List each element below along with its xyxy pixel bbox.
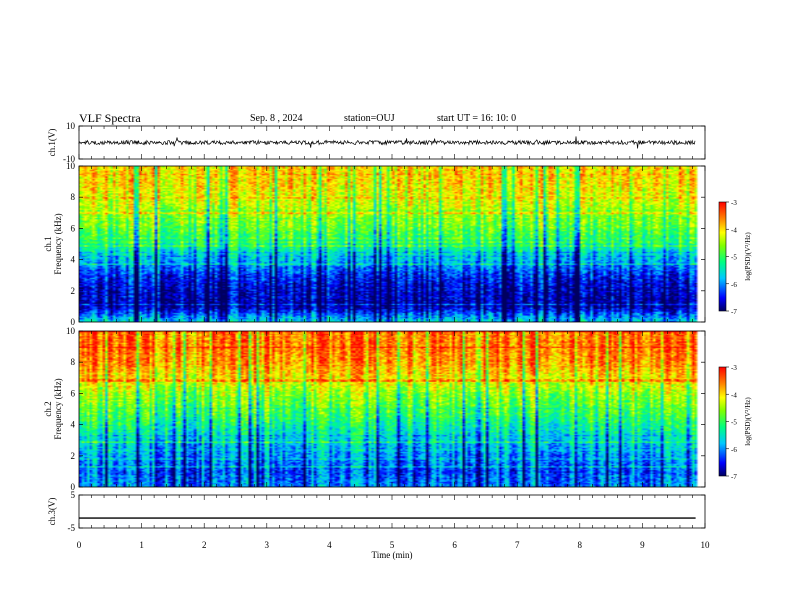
colorbar-tick-label: -5	[731, 419, 737, 427]
y-tick-label: 0	[71, 317, 76, 327]
x-tick-label: 10	[701, 540, 711, 550]
ch1-spectrogram-colorbar-label: log(PSD)(V²/Hz)	[744, 232, 752, 281]
x-tick-label: 0	[77, 540, 82, 550]
x-tick-label: 6	[452, 540, 457, 550]
station-label: station=OUJ	[344, 113, 395, 124]
colorbar-tick-label: -6	[731, 446, 737, 454]
ch1-waveform-ylabel: ch.1(V)	[47, 129, 57, 157]
y-tick-label: 8	[71, 357, 76, 367]
x-tick-label: 4	[327, 540, 332, 550]
colorbar-tick-label: -4	[731, 226, 737, 234]
ch2-spectrogram-image	[79, 331, 705, 487]
y-tick-label: 4	[71, 255, 76, 265]
ch2-spectrogram-colorbar	[718, 366, 727, 477]
colorbar-tick-label: -3	[731, 364, 737, 372]
x-axis-label: Time (min)	[372, 550, 413, 560]
ch2-spectrogram-channel-label: ch.2	[43, 401, 53, 416]
y-tick-label: 6	[71, 223, 76, 233]
y-tick-label: 8	[71, 192, 76, 202]
colorbar-tick-label: -3	[731, 199, 737, 207]
chart-title: VLF Spectra	[79, 111, 141, 125]
colorbar-tick-label: -7	[731, 308, 737, 316]
ch2-spectrogram-ylabel: Frequency (kHz)	[53, 378, 63, 439]
x-tick-label: 5	[390, 540, 395, 550]
y-tick-label: 5	[71, 490, 76, 500]
colorbar-tick-label: -7	[731, 473, 737, 481]
ch1-spectrogram-image	[79, 166, 705, 322]
colorbar-tick-label: -5	[731, 254, 737, 262]
y-tick-label: -5	[68, 523, 76, 533]
ch3-waveform-ylabel: ch.3(V)	[47, 498, 57, 526]
x-tick-label: 2	[202, 540, 207, 550]
date-label: Sep. 8 , 2024	[250, 113, 303, 124]
y-tick-label: 2	[71, 451, 76, 461]
y-tick-label: -10	[63, 154, 75, 164]
y-tick-label: 10	[66, 326, 76, 336]
y-tick-label: 10	[66, 121, 76, 131]
x-tick-label: 8	[578, 540, 583, 550]
colorbar-tick-label: -6	[731, 281, 737, 289]
x-tick-label: 7	[515, 540, 520, 550]
ch1-waveform-trace	[78, 136, 696, 149]
y-tick-label: 0	[71, 482, 76, 492]
x-tick-label: 1	[139, 540, 144, 550]
ch2-spectrogram-colorbar-label: log(PSD)(V²/Hz)	[744, 397, 752, 446]
ch1-spectrogram-ylabel: Frequency (kHz)	[53, 213, 63, 274]
y-tick-label: 2	[71, 286, 76, 296]
colorbar-tick-label: -4	[731, 391, 737, 399]
start-time-label: start UT = 16: 10: 0	[437, 113, 517, 124]
x-tick-label: 9	[640, 540, 645, 550]
y-tick-label: 6	[71, 388, 76, 398]
x-tick-label: 3	[265, 540, 270, 550]
y-tick-label: 10	[66, 161, 76, 171]
ch1-spectrogram-channel-label: ch.1	[43, 236, 53, 251]
ch1-spectrogram-colorbar	[718, 201, 727, 312]
y-tick-label: 4	[71, 420, 76, 430]
